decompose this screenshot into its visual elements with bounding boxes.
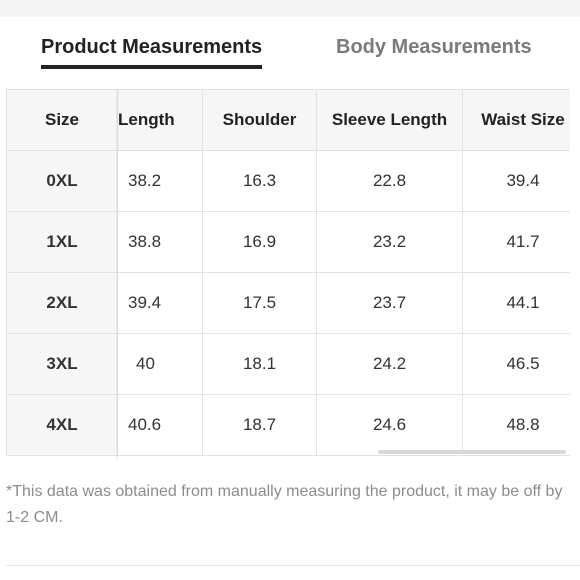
bottom-divider	[6, 565, 580, 566]
horizontal-scrollbar[interactable]	[378, 450, 566, 454]
size-cell: 0XL	[6, 150, 118, 212]
length-cell: 39.4	[117, 272, 203, 334]
active-tab-underline	[41, 65, 263, 69]
shoulder-cell: 18.1	[202, 333, 317, 395]
length-cell: 40.6	[117, 394, 203, 456]
size-table-scroll-container[interactable]: Size Length Shoulder Sleeve Length Waist…	[6, 89, 570, 459]
waist-size-cell: 44.1	[462, 272, 570, 334]
size-cell: 4XL	[6, 394, 118, 456]
header-size: Size	[6, 89, 118, 151]
length-cell: 38.2	[117, 150, 203, 212]
sleeve-length-cell: 24.6	[316, 394, 463, 456]
table-row: 0XL 38.2 16.3 22.8 39.4	[6, 150, 570, 212]
shoulder-cell: 16.3	[202, 150, 317, 212]
tab-product-label: Product Measurements	[41, 36, 263, 58]
length-cell: 40	[117, 333, 203, 395]
measurement-tabs: Product Measurements Body Measurements	[0, 36, 580, 76]
table-row: 1XL 38.8 16.9 23.2 41.7	[6, 211, 570, 273]
sleeve-length-cell: 22.8	[316, 150, 463, 212]
waist-size-cell: 41.7	[462, 211, 570, 273]
shoulder-cell: 16.9	[202, 211, 317, 273]
sleeve-length-cell: 23.2	[316, 211, 463, 273]
length-cell: 38.8	[117, 211, 203, 273]
sleeve-length-cell: 24.2	[316, 333, 463, 395]
tab-body-label: Body Measurements	[336, 36, 532, 58]
table-row: 3XL 40 18.1 24.2 46.5	[6, 333, 570, 395]
sticky-column-shadow	[116, 89, 120, 459]
table-header-row: Size Length Shoulder Sleeve Length Waist…	[6, 89, 570, 151]
size-cell: 2XL	[6, 272, 118, 334]
waist-size-cell: 46.5	[462, 333, 570, 395]
header-sleeve-length: Sleeve Length	[316, 89, 463, 151]
size-cell: 1XL	[6, 211, 118, 273]
table-row: 2XL 39.4 17.5 23.7 44.1	[6, 272, 570, 334]
size-table: Size Length Shoulder Sleeve Length Waist…	[6, 89, 570, 456]
waist-size-cell: 39.4	[462, 150, 570, 212]
tab-product-measurements[interactable]: Product Measurements	[41, 36, 263, 69]
table-row: 4XL 40.6 18.7 24.6 48.8	[6, 394, 570, 456]
header-shoulder: Shoulder	[202, 89, 317, 151]
waist-size-cell: 48.8	[462, 394, 570, 456]
top-strip	[0, 0, 580, 17]
sleeve-length-cell: 23.7	[316, 272, 463, 334]
shoulder-cell: 17.5	[202, 272, 317, 334]
measurement-footnote: *This data was obtained from manually me…	[6, 483, 563, 526]
header-waist-size: Waist Size	[462, 89, 570, 151]
tab-body-measurements[interactable]: Body Measurements	[336, 36, 532, 59]
shoulder-cell: 18.7	[202, 394, 317, 456]
header-length: Length	[117, 89, 203, 151]
size-cell: 3XL	[6, 333, 118, 395]
